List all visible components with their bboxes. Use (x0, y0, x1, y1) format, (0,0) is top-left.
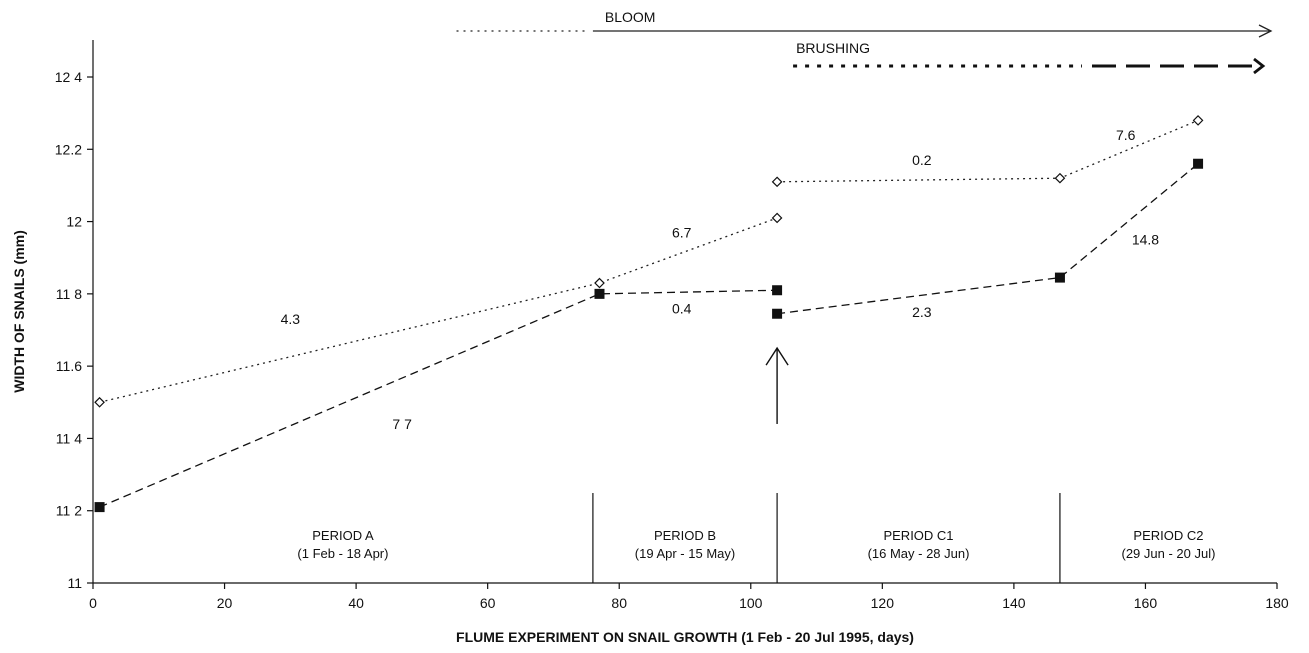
x-tick-label: 20 (217, 595, 233, 611)
period-annotations: PERIOD A (1 Feb - 18 Apr) PERIOD B (19 Apr … (297, 493, 1215, 583)
open-diamond-marker (594, 277, 605, 289)
period-label: PERIOD B (654, 528, 716, 543)
x-axis-ticks: 0 20 40 60 80 100 120 140 160 180 (89, 583, 1289, 611)
filled-square-marker (1193, 158, 1204, 169)
rate-annotation: 7.6 (1116, 127, 1136, 143)
brushing-arrowhead (1253, 57, 1266, 75)
brushing-label: BRUSHING (796, 40, 870, 56)
x-tick-label: 140 (1002, 595, 1026, 611)
filled-square-marker (772, 308, 783, 319)
y-axis-ticks: 11 11 2 11 4 11.6 11 8 12 12.2 12 4 (55, 69, 93, 591)
x-tick-label: 0 (89, 595, 97, 611)
rate-annotation: 2.3 (912, 304, 932, 320)
x-tick-label: 100 (739, 595, 763, 611)
rate-annotation: 7 7 (392, 416, 412, 432)
x-tick-label: 160 (1134, 595, 1158, 611)
value-annotations: 4.3 7 7 6.7 0.4 0.2 2.3 7.6 14.8 (281, 127, 1160, 432)
period-dates: (1 Feb - 18 Apr) (297, 546, 388, 561)
x-axis-title: FLUME EXPERIMENT ON SNAIL GROWTH (1 Feb … (456, 629, 914, 645)
y-tick-label: 12 4 (55, 69, 82, 85)
period-dates: (16 May - 28 Jun) (868, 546, 970, 561)
period-label: PERIOD C2 (1133, 528, 1203, 543)
x-tick-label: 40 (348, 595, 364, 611)
timeline-bars: BLOOM BRUSHING (456, 9, 1273, 75)
rate-annotation: 14.8 (1132, 232, 1159, 248)
open-diamond-marker (771, 176, 783, 188)
filled-square-marker (772, 285, 783, 296)
axes (92, 40, 1277, 584)
period-dates: (19 Apr - 15 May) (635, 546, 735, 561)
dashed-series-line (99, 289, 778, 508)
open-diamond-marker (1054, 172, 1066, 184)
filled-square-marker (94, 502, 105, 513)
rate-annotation: 6.7 (672, 224, 692, 240)
y-tick-label: 11 2 (56, 503, 82, 519)
open-diamond-marker (1192, 115, 1204, 126)
bloom-arrowhead (1258, 24, 1273, 38)
rate-annotation: 0.4 (672, 300, 692, 316)
bloom-label: BLOOM (605, 9, 656, 25)
open-diamond-marker (94, 396, 105, 408)
x-tick-label: 60 (480, 595, 496, 611)
x-tick-label: 180 (1265, 595, 1289, 611)
y-tick-label: 12.2 (55, 141, 82, 157)
y-axis-title: WIDTH OF SNAILS (mm) (11, 230, 27, 393)
y-tick-label: 11 4 (56, 430, 82, 446)
rate-annotation: 4.3 (281, 311, 301, 327)
period-dates: (29 Jun - 20 Jul) (1121, 546, 1215, 561)
event-arrowhead (765, 346, 789, 366)
open-diamond-marker (771, 212, 783, 224)
x-tick-label: 120 (871, 595, 895, 611)
dashed-series-line (777, 163, 1199, 315)
filled-square-marker (594, 288, 605, 299)
y-tick-label: 12 (66, 214, 82, 230)
y-tick-label: 11 (67, 575, 82, 591)
y-tick-label: 11.6 (56, 358, 82, 374)
period-label: PERIOD C1 (883, 528, 953, 543)
rate-annotation: 0.2 (912, 152, 932, 168)
filled-square-marker (1054, 272, 1065, 283)
y-tick-label: 11 8 (56, 286, 82, 302)
event-arrow (765, 346, 789, 424)
period-label: PERIOD A (312, 528, 374, 543)
x-tick-label: 80 (611, 595, 627, 611)
data-series (94, 115, 1204, 513)
